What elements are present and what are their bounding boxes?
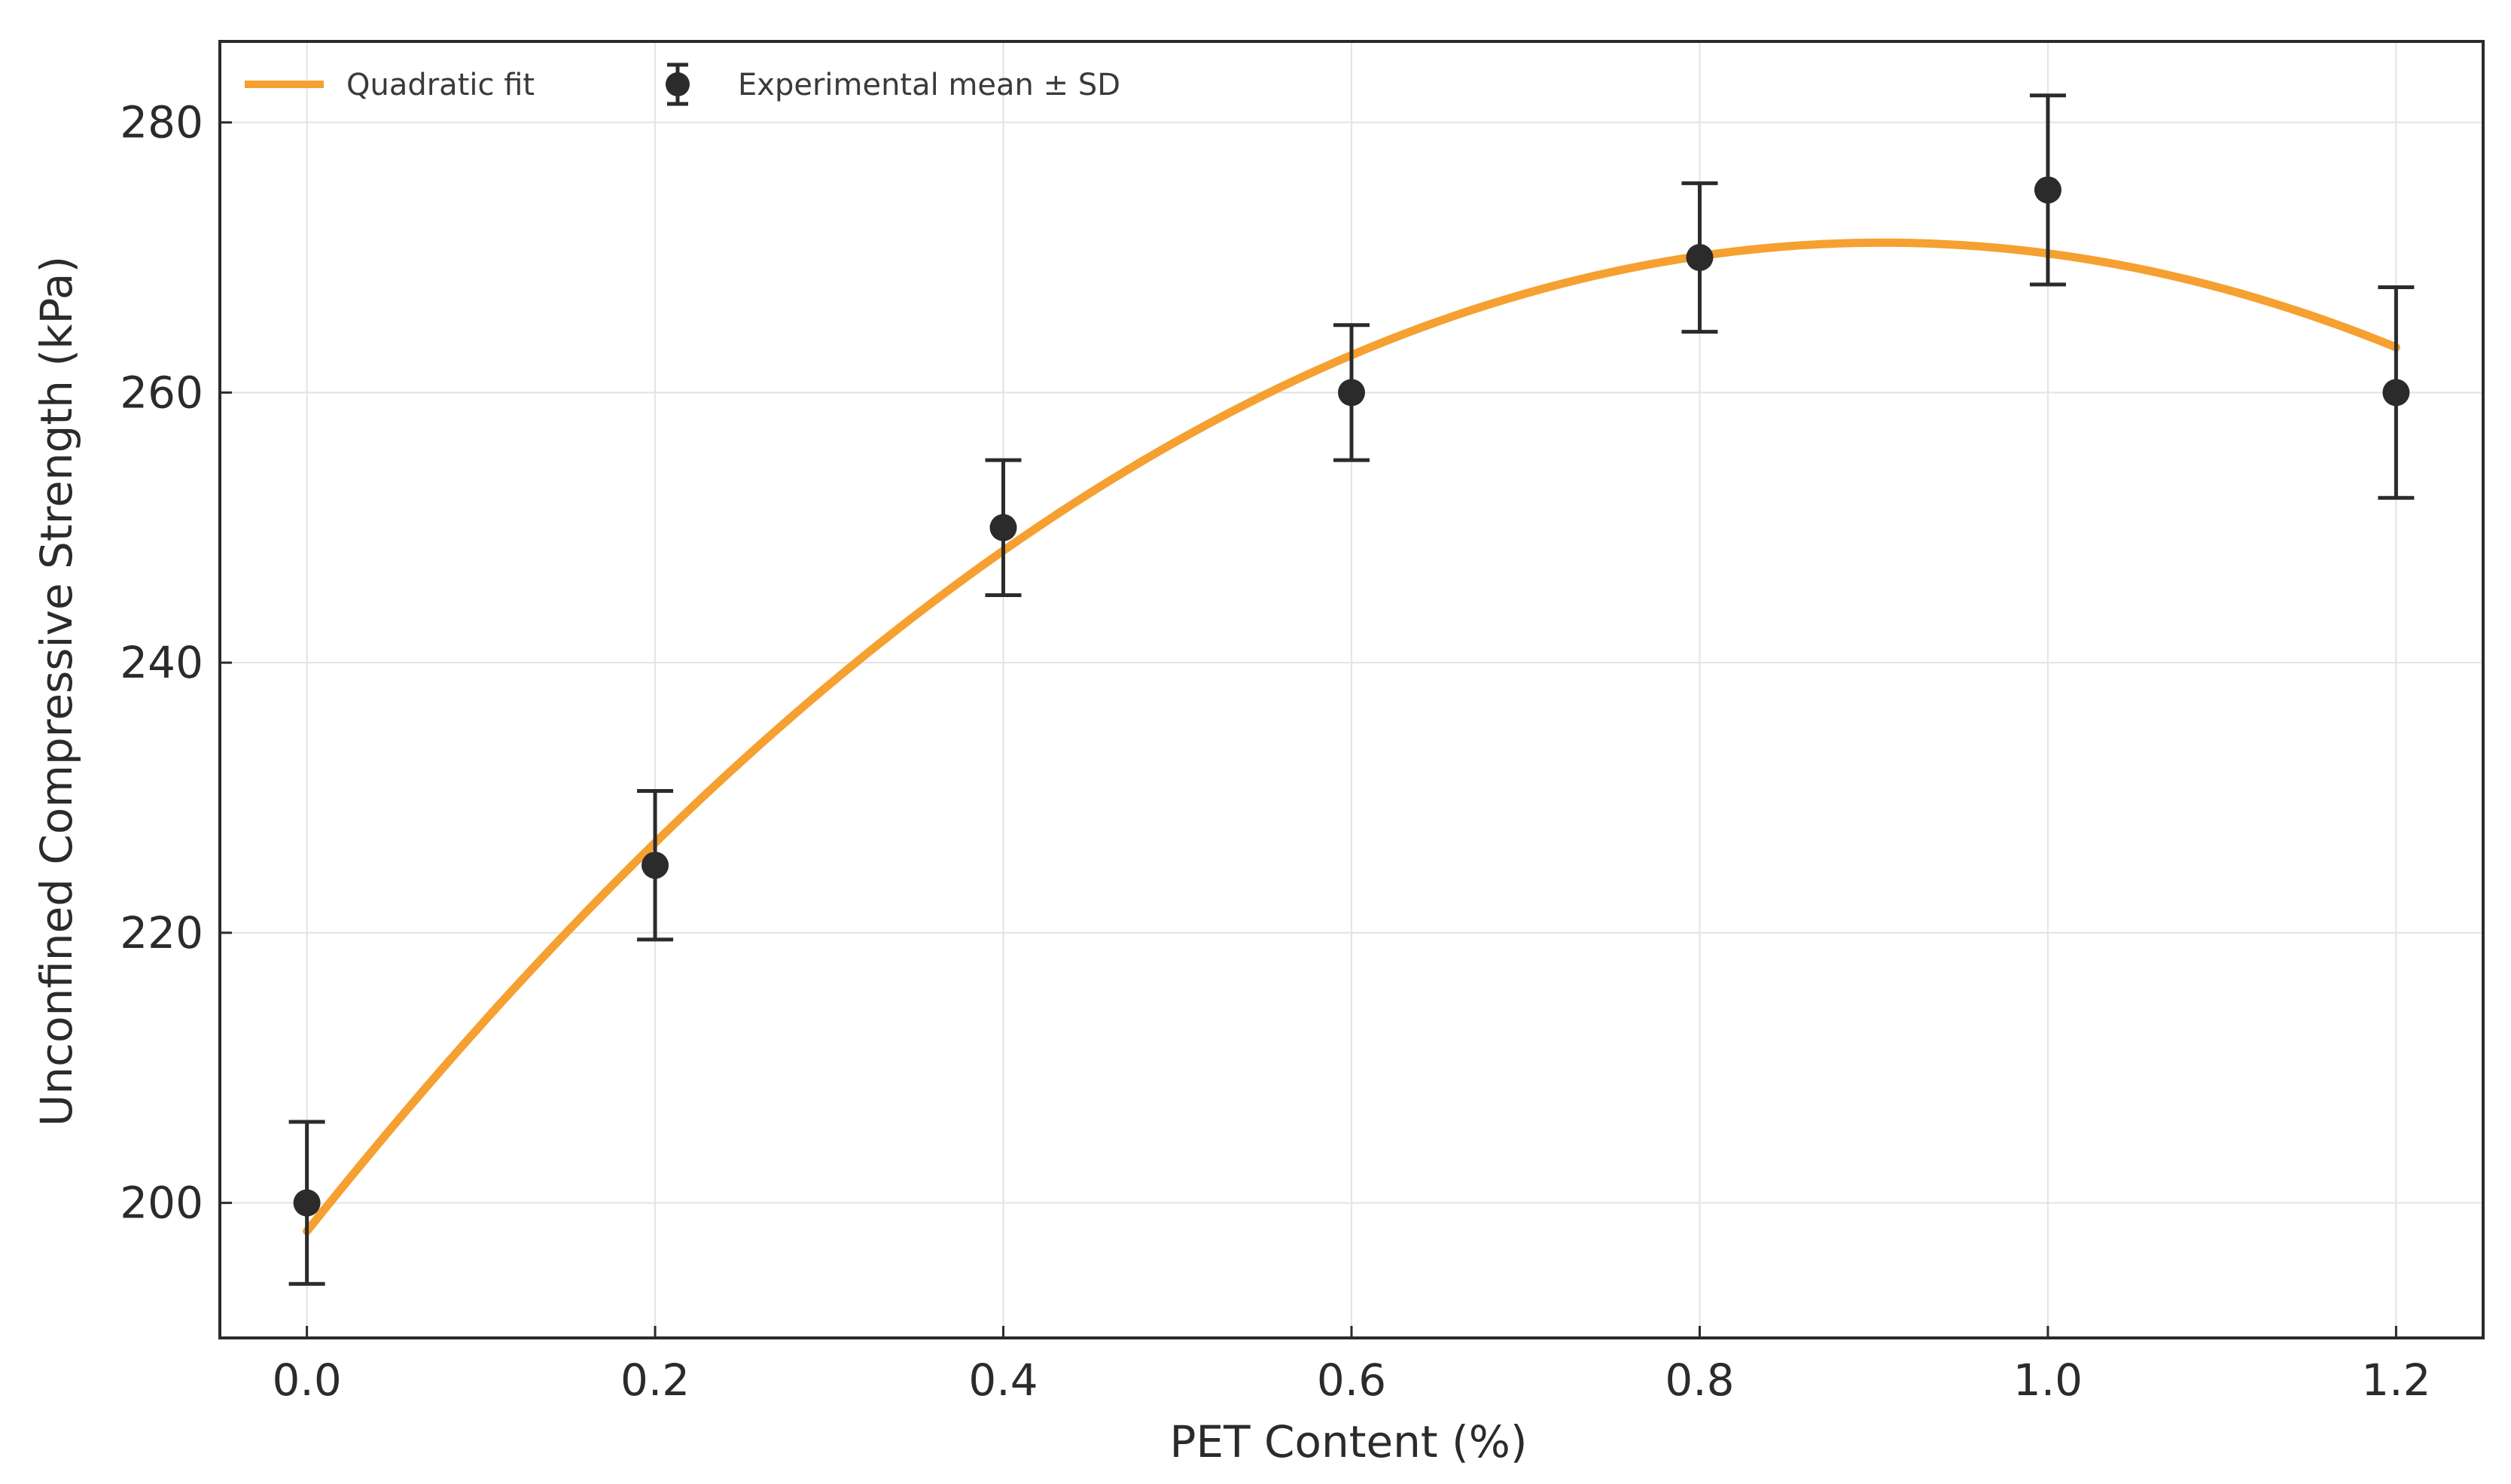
x-tick-label: 1.2: [2361, 1354, 2430, 1406]
data-point: [2034, 176, 2062, 204]
data-point: [1338, 379, 1365, 407]
y-tick-label: 240: [120, 637, 203, 688]
x-tick-label: 0.4: [968, 1354, 1038, 1406]
x-tick-label: 1.0: [2013, 1354, 2083, 1406]
data-point-group: [1333, 323, 1370, 462]
legend-errorbar-label: Experimental mean ± SD: [738, 68, 1120, 102]
y-tick-label: 260: [120, 367, 203, 418]
data-point-group: [288, 1120, 325, 1286]
x-axis-title: PET Content (%): [1170, 1416, 1528, 1467]
data-point: [989, 513, 1017, 541]
x-tick-label: 0.6: [1317, 1354, 1386, 1406]
axis-ticks: [220, 121, 2397, 1338]
y-axis-title: Unconfined Compressive Strength (kPa): [31, 256, 82, 1126]
data-point-group: [2029, 93, 2066, 287]
legend-errorbar-swatch: [666, 62, 690, 106]
data-point-group: [637, 789, 674, 942]
data-point-group: [2378, 285, 2415, 500]
data-point: [1686, 244, 1714, 271]
legend: Quadratic fit Experimental mean ± SD: [245, 62, 1120, 106]
data-point-group: [985, 458, 1022, 597]
y-tick-label: 280: [120, 97, 203, 148]
data-point: [293, 1189, 321, 1217]
y-tick-label: 200: [120, 1178, 203, 1229]
y-tick-label: 220: [120, 907, 203, 958]
data-point: [2382, 379, 2410, 407]
x-tick-label: 0.2: [620, 1354, 690, 1406]
x-tick-label: 0.8: [1665, 1354, 1734, 1406]
legend-fit-label: Quadratic fit: [346, 68, 535, 102]
data-point: [641, 852, 669, 879]
grid: [220, 41, 2483, 1338]
errorbar-layer: [288, 93, 2415, 1286]
x-tick-label: 0.0: [272, 1354, 341, 1406]
tick-labels: 0.0 0.2 0.4 0.6 0.8 1.0 1.2 200 220 240 260 280: [120, 97, 2430, 1406]
data-point-group: [1681, 181, 1718, 334]
